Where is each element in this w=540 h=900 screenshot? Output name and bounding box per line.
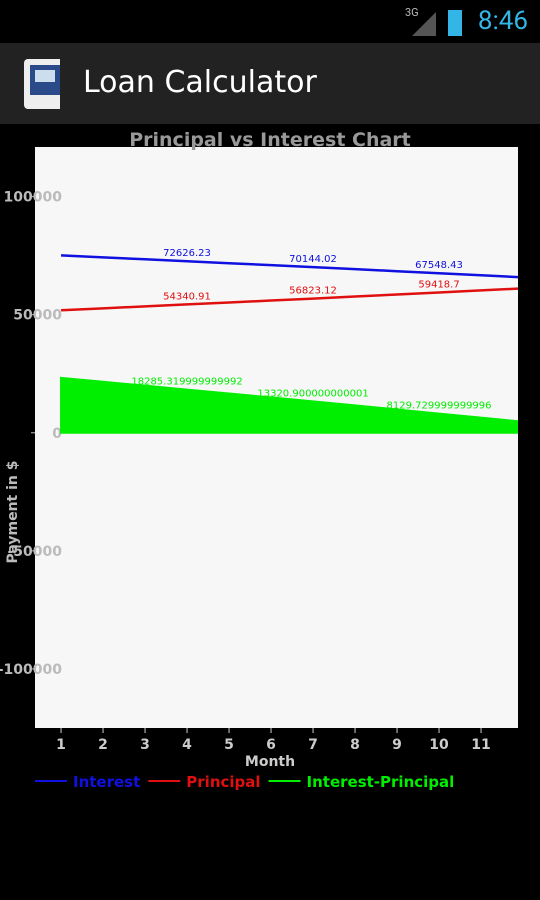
x-axis-label: Month xyxy=(245,754,295,770)
x-tick-label: 4 xyxy=(182,737,192,753)
data-label: 59418.7 xyxy=(418,279,459,290)
x-tick-label: 7 xyxy=(308,737,318,753)
legend-label: Interest xyxy=(73,773,140,791)
x-tick-label: 10 xyxy=(429,737,449,753)
data-label: 56823.12 xyxy=(289,286,337,297)
x-tick-label: 9 xyxy=(392,737,402,753)
y-tick-label: 100000 xyxy=(4,190,63,206)
series-line xyxy=(60,287,518,312)
signal-icon xyxy=(412,12,436,36)
status-bar: 3G 8:46 xyxy=(0,0,540,43)
data-label: 8129.729999999996 xyxy=(387,401,492,412)
x-tick-label: 1 xyxy=(56,737,66,753)
data-label: 13320.900000000001 xyxy=(257,388,368,399)
clock: 8:46 xyxy=(477,6,528,36)
app-title: Loan Calculator xyxy=(83,65,317,100)
y-tick-label: 0 xyxy=(52,426,62,442)
series-area xyxy=(60,376,518,434)
series-line xyxy=(60,254,518,279)
x-tick-label: 3 xyxy=(140,737,150,753)
data-label: 54340.91 xyxy=(163,291,211,302)
battery-icon xyxy=(448,10,462,36)
x-tick-label: 5 xyxy=(224,737,234,753)
data-label: 67548.43 xyxy=(415,260,463,271)
plot-area xyxy=(35,147,518,728)
data-label: 72626.23 xyxy=(163,248,211,259)
x-tick-label: 2 xyxy=(98,737,108,753)
x-tick-label: 6 xyxy=(266,737,276,753)
app-icon[interactable] xyxy=(0,43,60,124)
network-type: 3G xyxy=(405,6,419,19)
y-tick-label: 50000 xyxy=(13,308,62,324)
y-axis-label: Payment in $ xyxy=(5,460,21,563)
action-bar: Loan Calculator xyxy=(0,43,540,124)
x-tick-label: 8 xyxy=(350,737,360,753)
x-tick-label: 11 xyxy=(471,737,490,753)
chart-title: Principal vs Interest Chart xyxy=(129,129,411,151)
y-tick-label: -100000 xyxy=(0,662,62,678)
data-label: 70144.02 xyxy=(289,254,337,265)
plot-marks xyxy=(60,254,518,434)
legend-label: Principal xyxy=(186,773,260,791)
y-tick-label: -50000 xyxy=(7,544,62,560)
data-label: 18285.319999999992 xyxy=(131,377,242,388)
status-icons xyxy=(412,10,462,36)
legend-label: Interest-Principal xyxy=(307,773,455,791)
